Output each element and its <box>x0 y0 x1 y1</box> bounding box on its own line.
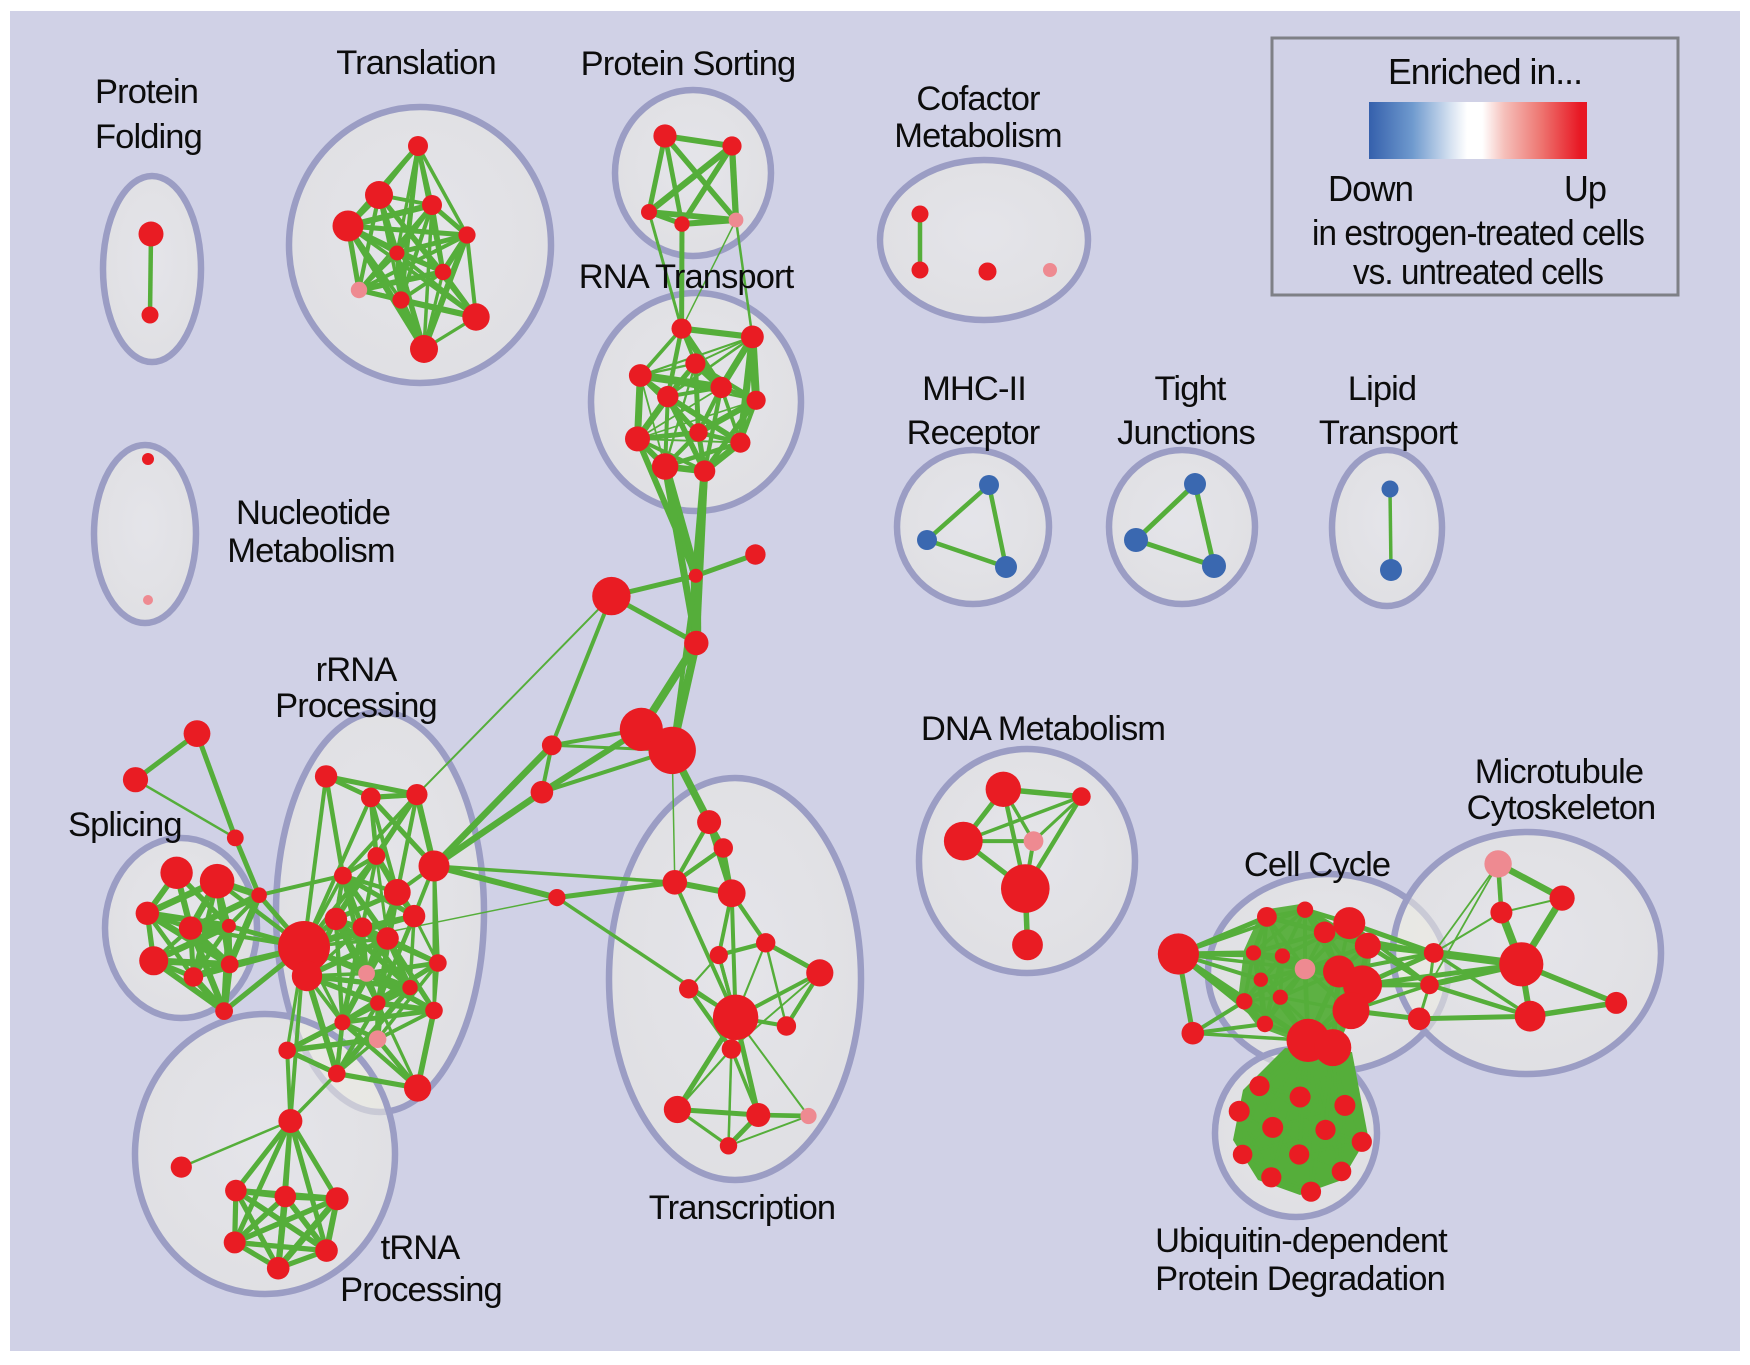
svg-text:Processing: Processing <box>340 1271 502 1309</box>
svg-text:Lipid: Lipid <box>1348 370 1416 408</box>
svg-text:Cell Cycle: Cell Cycle <box>1244 846 1390 884</box>
svg-text:Nucleotide: Nucleotide <box>236 494 390 532</box>
svg-text:Protein Degradation: Protein Degradation <box>1155 1260 1445 1298</box>
svg-text:Junctions: Junctions <box>1117 414 1255 452</box>
svg-text:Splicing: Splicing <box>68 806 182 844</box>
svg-text:Tight: Tight <box>1155 370 1227 408</box>
svg-text:Down: Down <box>1328 168 1413 209</box>
svg-text:Protein: Protein <box>95 73 198 111</box>
svg-text:vs. untreated cells: vs. untreated cells <box>1353 251 1603 292</box>
svg-text:Translation: Translation <box>336 44 495 82</box>
svg-text:in estrogen-treated cells: in estrogen-treated cells <box>1312 212 1644 253</box>
svg-text:Metabolism: Metabolism <box>227 532 394 570</box>
svg-text:tRNA: tRNA <box>381 1229 461 1267</box>
svg-text:Protein Sorting: Protein Sorting <box>581 45 796 83</box>
svg-text:Transport: Transport <box>1319 414 1459 452</box>
svg-text:DNA Metabolism: DNA Metabolism <box>921 710 1165 748</box>
svg-text:Transcription: Transcription <box>649 1189 835 1227</box>
svg-text:Cofactor: Cofactor <box>916 80 1040 118</box>
svg-text:Enriched in...: Enriched in... <box>1388 51 1582 92</box>
svg-text:RNA Transport: RNA Transport <box>579 258 795 296</box>
svg-text:Microtubule: Microtubule <box>1475 753 1643 791</box>
svg-text:Processing: Processing <box>275 687 437 725</box>
svg-text:Receptor: Receptor <box>907 414 1040 452</box>
svg-text:Metabolism: Metabolism <box>894 117 1061 155</box>
svg-text:rRNA: rRNA <box>316 651 398 689</box>
svg-text:Ubiquitin-dependent: Ubiquitin-dependent <box>1155 1222 1448 1260</box>
svg-text:Up: Up <box>1564 168 1606 209</box>
svg-text:MHC-II: MHC-II <box>922 370 1026 408</box>
svg-text:Cytoskeleton: Cytoskeleton <box>1467 789 1656 827</box>
svg-text:Folding: Folding <box>95 118 202 156</box>
